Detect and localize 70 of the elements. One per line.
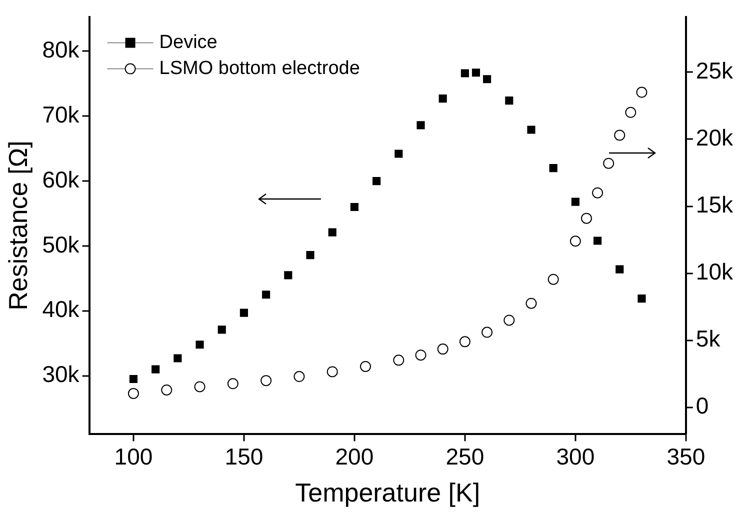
y-tick-label: 50k: [42, 231, 80, 258]
point: [360, 360, 372, 372]
point: [580, 212, 592, 224]
point: [218, 326, 226, 334]
point: [549, 164, 558, 172]
point: [196, 340, 204, 349]
y-tick-label: 30k: [42, 361, 80, 388]
point: [638, 294, 646, 303]
point: [174, 354, 182, 362]
point: [482, 326, 493, 338]
point: [260, 375, 272, 386]
point: [603, 158, 614, 169]
point: [194, 381, 206, 392]
x-tick-label: 350: [666, 443, 706, 470]
point: [415, 350, 426, 361]
legend-label: Device: [159, 32, 218, 54]
point: [593, 236, 602, 245]
point: [294, 371, 305, 382]
x-tick-label: 200: [335, 443, 374, 470]
y2-tick-label: 5k: [696, 326, 721, 352]
y2-tick-label: 20k: [696, 124, 734, 151]
point: [328, 228, 336, 236]
point: [416, 121, 425, 130]
point: [284, 271, 292, 280]
point: [614, 130, 626, 141]
x-tick-label: 300: [556, 443, 595, 470]
point: [592, 187, 604, 198]
legend-label: LSMO bottom electrode: [159, 58, 360, 80]
y-tick-label: 40k: [42, 296, 80, 322]
y2-tick-label: 10k: [696, 258, 734, 285]
y2-tick-label: 15k: [696, 192, 734, 218]
point: [306, 251, 314, 260]
point: [505, 96, 514, 105]
x-tick-label: 100: [114, 443, 153, 470]
x-tick-label: 150: [224, 443, 264, 470]
y2-tick-label: 0: [696, 392, 709, 419]
point: [616, 265, 624, 274]
x-axis-title: Temperature [K]: [295, 478, 480, 508]
point: [570, 236, 581, 247]
point: [636, 86, 648, 98]
point: [262, 290, 270, 299]
point: [571, 198, 580, 206]
point: [460, 69, 469, 78]
point: [526, 298, 537, 309]
point: [459, 336, 470, 348]
y2-tick-label: 25k: [696, 58, 734, 84]
point: [394, 150, 403, 158]
point: [152, 365, 160, 374]
point: [438, 94, 447, 103]
point: [483, 75, 492, 84]
y-tick-label: 80k: [42, 36, 80, 63]
point: [437, 344, 448, 355]
y-tick-label: 60k: [42, 166, 80, 192]
point: [240, 308, 248, 317]
y-tick-label: 70k: [42, 101, 80, 128]
point: [625, 106, 636, 118]
y-axis-title: Resistance [Ω]: [2, 140, 33, 310]
point: [326, 366, 338, 378]
point: [161, 384, 172, 396]
point: [372, 177, 381, 186]
point: [548, 274, 559, 285]
point: [350, 202, 358, 212]
point: [527, 126, 536, 134]
point: [129, 374, 138, 384]
point: [504, 314, 515, 326]
point: [128, 388, 139, 399]
point: [472, 68, 480, 77]
point: [393, 354, 404, 366]
x-tick-label: 250: [446, 443, 484, 470]
point: [227, 378, 238, 390]
